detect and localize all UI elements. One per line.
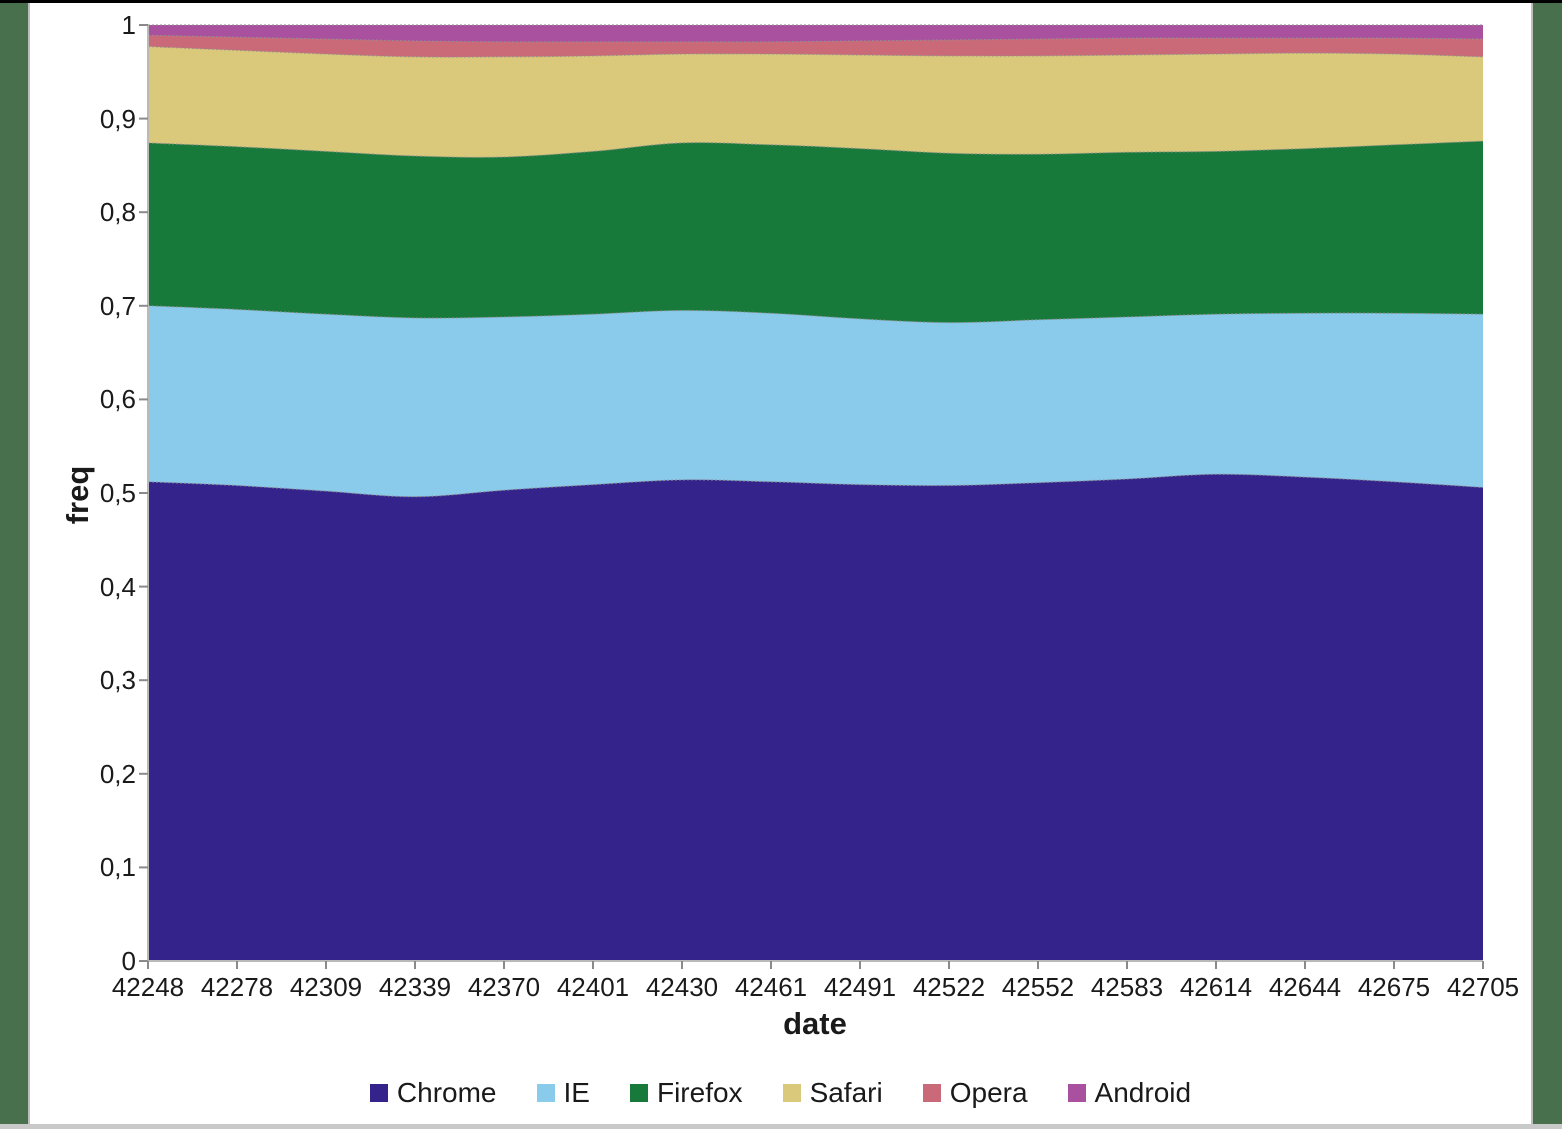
legend-label: Opera [949, 1077, 1028, 1108]
x-tick-label: 42675 [1357, 972, 1431, 1002]
boundary-line-safari [147, 45, 1484, 58]
boundary-line-firefox [147, 140, 1484, 158]
y-tick-label: 1 [121, 10, 136, 40]
x-tick-label: 42248 [111, 972, 185, 1002]
legend-label: Chrome [396, 1077, 497, 1108]
y-tick-label: 0,8 [99, 197, 136, 228]
y-tick-label: 0,5 [99, 478, 136, 508]
boundary-line-ie [147, 305, 1484, 324]
x-tick-label: 42552 [1001, 972, 1075, 1002]
legend-swatch-ie [536, 1084, 555, 1102]
legend-swatch-safari [782, 1084, 801, 1102]
legend-swatch-opera [922, 1084, 941, 1102]
legend-item-opera: Opera [922, 1077, 1028, 1109]
legend-item-firefox: Firefox [629, 1077, 743, 1109]
x-tick-label: 42370 [467, 972, 541, 1002]
x-tick-label: 42522 [912, 972, 986, 1002]
series-boundary-lines [147, 24, 1484, 498]
legend-swatch-firefox [629, 1084, 648, 1102]
y-tick-label: 0,3 [99, 665, 136, 696]
legend-label: Android [1094, 1077, 1192, 1108]
x-tick-label: 42491 [823, 972, 897, 1002]
y-tick-label: 0,9 [99, 103, 136, 134]
x-tick-label: 42430 [645, 972, 719, 1002]
area-series-group [148, 25, 1483, 962]
legend-item-android: Android [1067, 1077, 1192, 1109]
x-tick-label: 42401 [556, 972, 630, 1002]
legend-swatch-chrome [369, 1084, 388, 1102]
x-tick-label: 42614 [1179, 972, 1253, 1002]
y-tick-label: 0,2 [99, 758, 136, 789]
x-tick-label: 42461 [734, 972, 808, 1002]
legend-label: IE [563, 1077, 590, 1108]
x-tick-label: 42583 [1090, 972, 1164, 1002]
legend-item-ie: IE [536, 1077, 590, 1109]
boundary-line-opera [147, 34, 1484, 43]
axes-group [139, 24, 1484, 969]
y-axis-title: freq [60, 465, 95, 525]
top-border-strip [0, 0, 1562, 3]
legend: Chrome IE Firefox Safari Opera Android [28, 1072, 1533, 1114]
boundary-line-chrome [147, 473, 1484, 498]
x-tick-label: 42278 [200, 972, 274, 1002]
x-tick-label: 42309 [289, 972, 363, 1002]
y-tick-label: 0,7 [99, 290, 136, 321]
area-series-chrome [148, 474, 1483, 961]
x-tick-label: 42339 [378, 972, 452, 1002]
x-tick-label: 42644 [1268, 972, 1342, 1002]
legend-label: Firefox [656, 1077, 743, 1108]
legend-label: Safari [809, 1077, 883, 1108]
legend-item-safari: Safari [782, 1077, 883, 1109]
bottom-border-strip [0, 1124, 1562, 1129]
y-tick-label: 0 [121, 946, 136, 976]
legend-swatch-android [1067, 1084, 1086, 1102]
x-axis-title: date [783, 1006, 847, 1041]
y-tick-label: 0,6 [99, 384, 136, 415]
y-tick-label: 0,4 [99, 571, 136, 602]
legend-item-chrome: Chrome [369, 1077, 497, 1109]
x-tick-label: 42705 [1446, 972, 1520, 1002]
y-tick-label: 0,1 [99, 852, 136, 883]
